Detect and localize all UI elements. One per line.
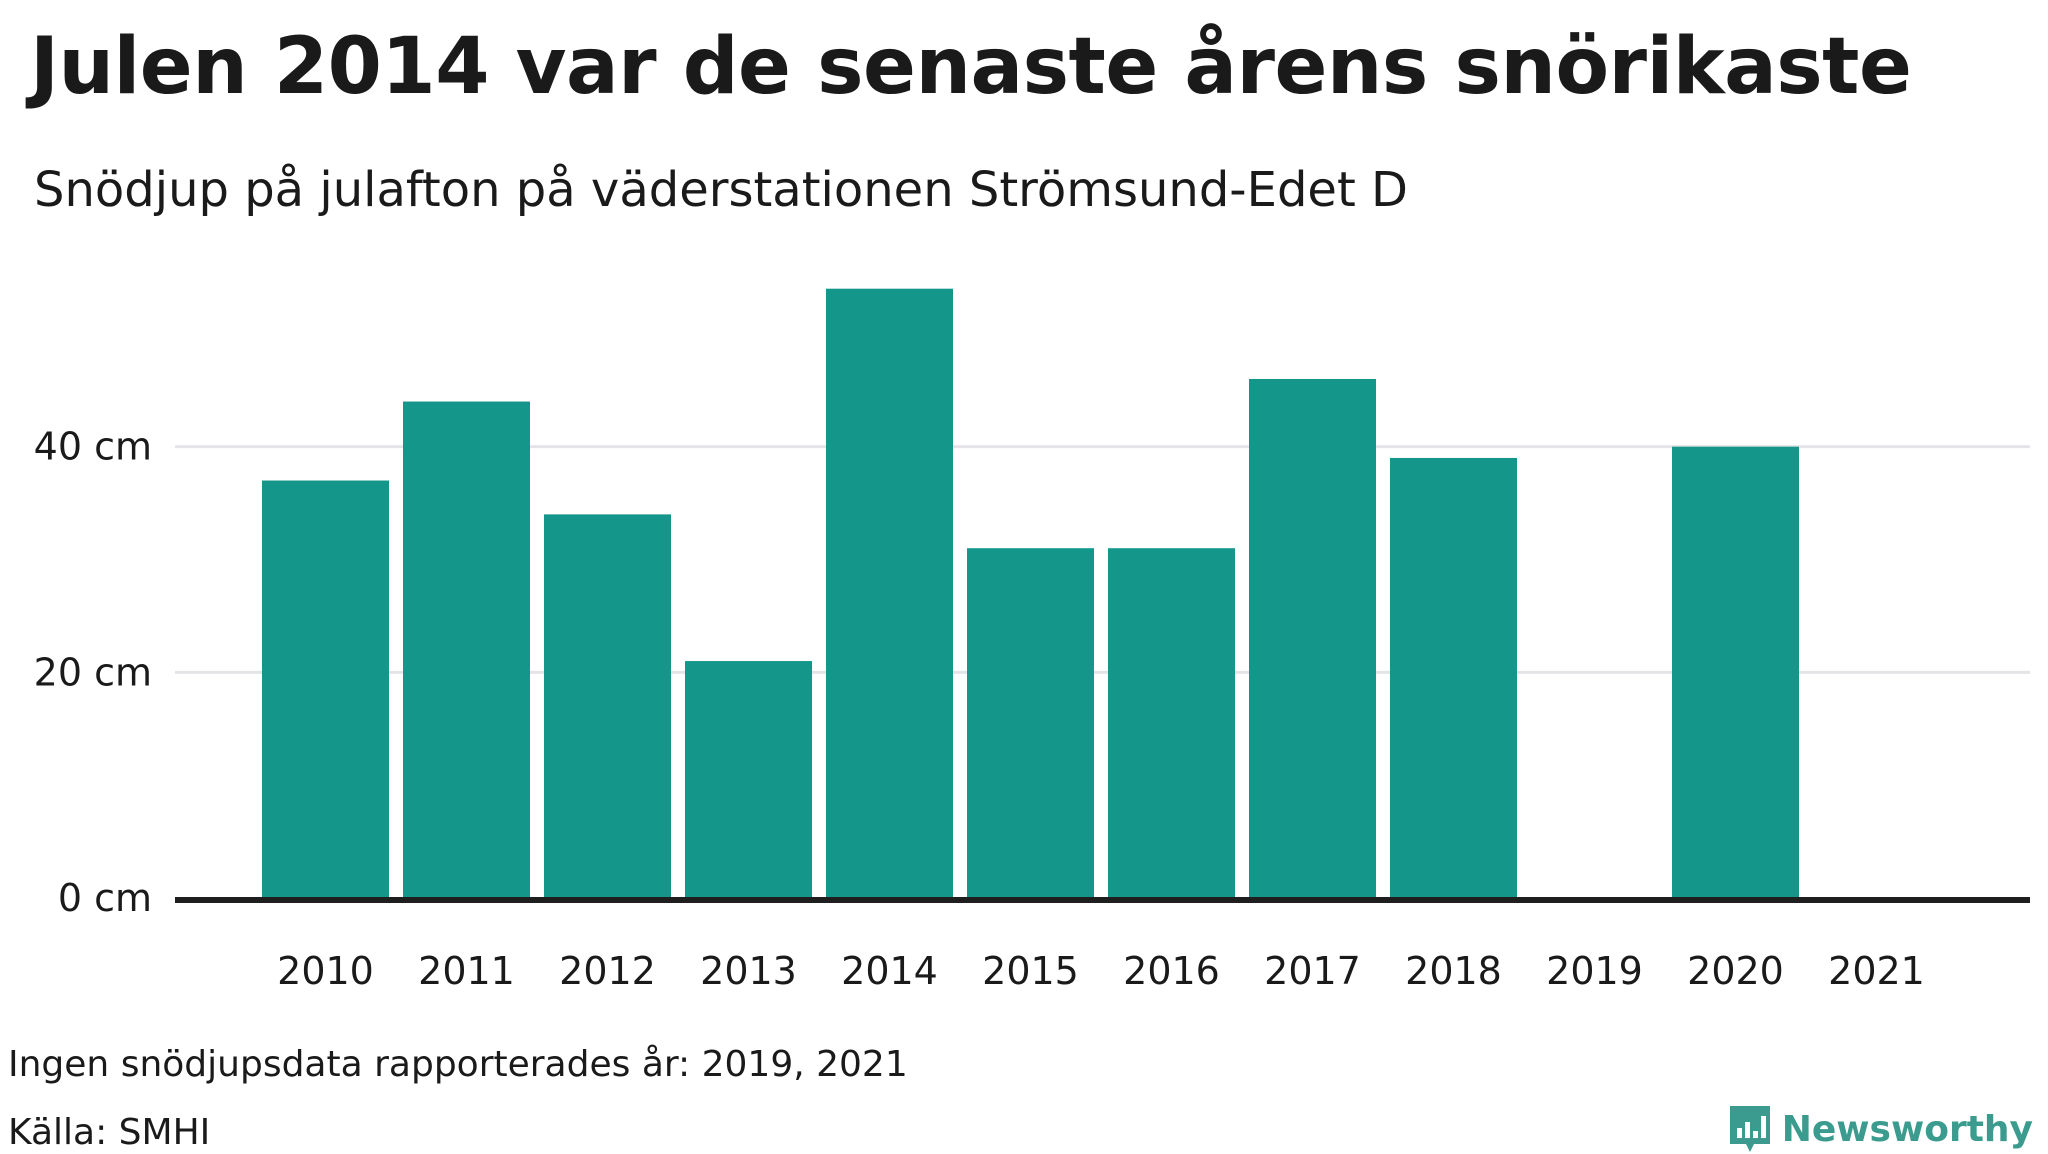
source-note: Källa: SMHI <box>8 1112 211 1153</box>
x-tick-label: 2018 <box>1405 949 1502 993</box>
chart-title: Julen 2014 var de senaste årens snörikas… <box>30 22 1912 112</box>
x-tick-label: 2017 <box>1264 949 1361 993</box>
bar-2011 <box>403 401 530 898</box>
x-tick-label: 2010 <box>277 949 374 993</box>
axes: 0 cm 20 cm 40 cm 2010 2011 2012 2013 2014 2015 20… <box>34 425 2030 993</box>
bars <box>262 288 1799 898</box>
bar-chart: 0 cm 20 cm 40 cm 2010 2011 2012 2013 2014 2015 20… <box>34 288 2030 993</box>
y-tick-label: 20 cm <box>34 650 152 694</box>
x-tick-label: 2016 <box>1123 949 1220 993</box>
x-tick-label: 2015 <box>982 949 1079 993</box>
bar-2012 <box>544 514 671 898</box>
newsworthy-logo-icon <box>1729 1106 1770 1152</box>
bar-2020 <box>1672 446 1799 898</box>
x-tick-label: 2019 <box>1546 949 1643 993</box>
x-tick-label: 2021 <box>1828 949 1925 993</box>
y-tick-label: 0 cm <box>58 876 152 920</box>
x-tick-label: 2014 <box>841 949 938 993</box>
chart-subtitle: Snödjup på julafton på väderstationen St… <box>34 162 1408 218</box>
brand-name: Newsworthy <box>1781 1108 2033 1150</box>
x-tick-label: 2013 <box>700 949 797 993</box>
bar-2010 <box>262 480 389 898</box>
x-tick-label: 2012 <box>559 949 656 993</box>
missing-data-note: Ingen snödjupsdata rapporterades år: 201… <box>8 1044 908 1085</box>
brand-logo: Newsworthy <box>1728 1104 2033 1154</box>
bar-2017 <box>1249 378 1376 898</box>
bar-2013 <box>685 661 812 898</box>
bar-2016 <box>1108 548 1235 898</box>
bar-2018 <box>1390 457 1517 898</box>
bar-2014 <box>826 288 953 898</box>
x-tick-label: 2020 <box>1687 949 1784 993</box>
x-tick-label: 2011 <box>418 949 515 993</box>
y-tick-label: 40 cm <box>34 425 152 469</box>
bar-2015 <box>967 548 1094 898</box>
